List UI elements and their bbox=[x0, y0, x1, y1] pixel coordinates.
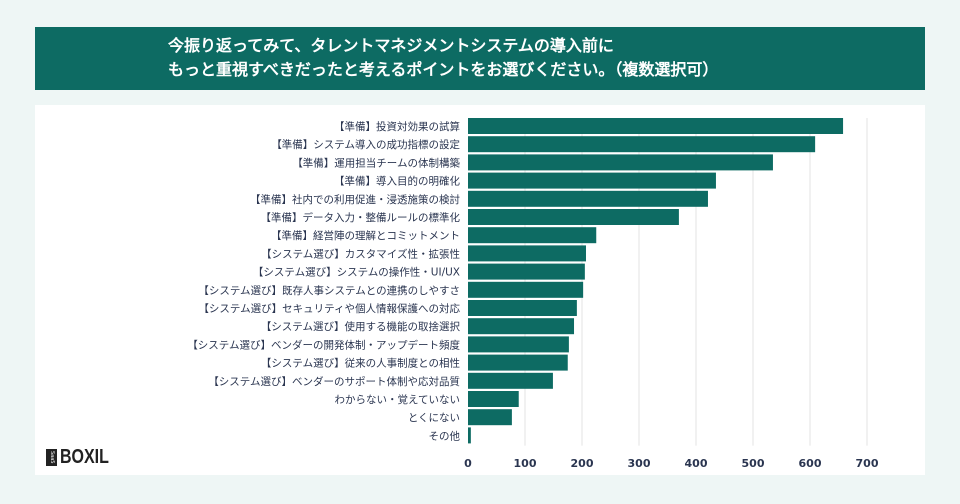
category-label: 【準備】運用担当チームの体制構築 bbox=[292, 156, 460, 169]
bar bbox=[468, 118, 844, 134]
category-label: わからない・覚えていない bbox=[335, 393, 460, 406]
bar bbox=[468, 372, 553, 389]
category-label: 【準備】システム導入の成功指標の設定 bbox=[271, 138, 460, 151]
category-label: 【システム選び】既存人事システムとの連携のしやすさ bbox=[198, 284, 460, 297]
bar bbox=[468, 154, 773, 171]
bar bbox=[468, 281, 584, 298]
category-label: 【準備】社内での利用促進・浸透施策の検討 bbox=[250, 193, 460, 206]
bar bbox=[468, 136, 816, 153]
category-label: その他 bbox=[429, 429, 461, 442]
category-label: 【システム選び】従来の人事制度との相性 bbox=[261, 357, 460, 370]
category-label: 【システム選び】カスタマイズ性・拡張性 bbox=[261, 247, 460, 260]
boxil-logo: SaaS BOXIL bbox=[46, 446, 121, 469]
bar bbox=[468, 354, 568, 371]
bar bbox=[468, 318, 575, 335]
logo-text: BOXIL bbox=[60, 446, 109, 468]
bar bbox=[468, 427, 471, 444]
category-label: 【準備】データ入力・整備ルールの標準化 bbox=[261, 211, 461, 224]
logo-badge: SaaS bbox=[46, 449, 57, 466]
category-label: 【システム選び】使用する機能の取捨選択 bbox=[261, 320, 461, 333]
bar bbox=[468, 245, 586, 262]
bar bbox=[468, 190, 708, 207]
category-label: 【準備】投資対効果の試算 bbox=[334, 120, 460, 133]
category-label: 【準備】導入目的の明確化 bbox=[334, 175, 460, 188]
x-tick-label: 0 bbox=[464, 457, 472, 470]
x-tick-label: 400 bbox=[685, 457, 708, 470]
category-label: 【システム選び】ベンダーのサポート体制や応対品質 bbox=[208, 375, 460, 388]
x-tick-label: 500 bbox=[742, 457, 765, 470]
x-tick-label: 100 bbox=[514, 457, 537, 470]
bar bbox=[468, 391, 519, 407]
title-line-1: 今振り返ってみて、タレントマネジメントシステムの導入前に bbox=[168, 36, 614, 55]
category-label: 【システム選び】セキュリティや個人情報保護への対応 bbox=[198, 302, 460, 315]
x-tick-label: 200 bbox=[571, 457, 594, 470]
bar bbox=[468, 263, 585, 280]
bar-chart: 0 100 200 300 400 500 600 700 【準備】投資対効果の試算【準備】シス… bbox=[187, 118, 879, 470]
bar bbox=[468, 227, 597, 244]
bar bbox=[468, 209, 679, 225]
bar bbox=[468, 300, 577, 316]
category-label: とくにない bbox=[408, 412, 460, 424]
category-label: 【準備】経営陣の理解とコミットメント bbox=[271, 229, 460, 242]
bar bbox=[468, 409, 512, 426]
title-line-2: もっと重視すべきだったと考えるポイントをお選びください。（複数選択可） bbox=[168, 60, 719, 79]
category-label: 【システム選び】ベンダーの開発体制・アップデート頻度 bbox=[187, 338, 460, 351]
x-tick-label: 300 bbox=[628, 457, 651, 470]
chart-title: 今振り返ってみて、タレントマネジメントシステムの導入前に もっと重視すべきだった… bbox=[35, 27, 925, 90]
chart-panel: 0 100 200 300 400 500 600 700 【準備】投資対効果の試算【準備】シス… bbox=[35, 105, 925, 475]
x-tick-label: 600 bbox=[799, 457, 822, 470]
bar bbox=[468, 172, 716, 189]
x-tick-label: 700 bbox=[856, 457, 879, 470]
category-label: 【システム選び】システムの操作性・UI/UX bbox=[253, 266, 460, 279]
bar bbox=[468, 336, 569, 353]
